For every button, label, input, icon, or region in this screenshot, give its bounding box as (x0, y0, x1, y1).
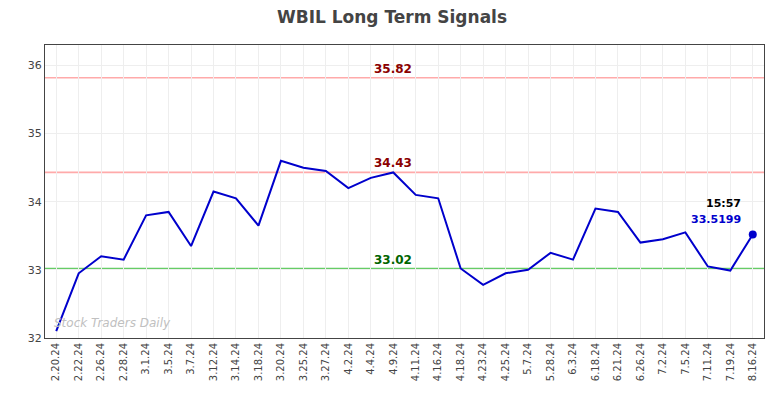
svg-text:6.18.24: 6.18.24 (590, 343, 601, 381)
svg-text:2.26.24: 2.26.24 (95, 343, 106, 381)
svg-text:34.43: 34.43 (374, 156, 412, 170)
svg-text:3.5.24: 3.5.24 (163, 343, 174, 375)
svg-text:2.28.24: 2.28.24 (118, 343, 129, 381)
svg-text:3.25.24: 3.25.24 (298, 343, 309, 381)
svg-text:4.18.24: 4.18.24 (455, 343, 466, 381)
svg-text:15:57: 15:57 (706, 197, 741, 210)
svg-text:3.12.24: 3.12.24 (208, 343, 219, 381)
svg-text:7.5.24: 7.5.24 (680, 343, 691, 375)
svg-text:2.22.24: 2.22.24 (73, 343, 84, 381)
svg-text:33: 33 (28, 264, 42, 277)
svg-text:4.23.24: 4.23.24 (477, 343, 488, 381)
svg-text:3.7.24: 3.7.24 (185, 343, 196, 375)
svg-text:4.16.24: 4.16.24 (432, 343, 443, 381)
svg-text:8.16.24: 8.16.24 (747, 343, 758, 381)
svg-text:3.1.24: 3.1.24 (140, 343, 151, 375)
svg-text:7.2.24: 7.2.24 (657, 343, 668, 375)
svg-text:35.82: 35.82 (374, 62, 412, 76)
svg-text:4.11.24: 4.11.24 (410, 343, 421, 381)
svg-text:7.11.24: 7.11.24 (702, 343, 713, 381)
svg-text:2.20.24: 2.20.24 (50, 343, 61, 381)
svg-text:Stock Traders Daily: Stock Traders Daily (54, 316, 171, 330)
svg-text:3.27.24: 3.27.24 (320, 343, 331, 381)
svg-text:5.7.24: 5.7.24 (522, 343, 533, 375)
svg-text:6.21.24: 6.21.24 (612, 343, 623, 381)
svg-text:3.20.24: 3.20.24 (275, 343, 286, 381)
svg-text:34: 34 (28, 196, 42, 209)
svg-text:4.25.24: 4.25.24 (500, 343, 511, 381)
svg-text:4.9.24: 4.9.24 (388, 343, 399, 375)
svg-text:36: 36 (28, 59, 42, 72)
svg-text:6.3.24: 6.3.24 (567, 343, 578, 375)
svg-text:3.18.24: 3.18.24 (253, 343, 264, 381)
svg-text:33.5199: 33.5199 (691, 213, 741, 226)
svg-text:4.4.24: 4.4.24 (365, 343, 376, 375)
svg-text:32: 32 (28, 332, 42, 345)
svg-text:WBIL Long Term Signals: WBIL Long Term Signals (277, 7, 507, 27)
svg-text:7.19.24: 7.19.24 (725, 343, 736, 381)
svg-text:33.02: 33.02 (374, 253, 412, 267)
svg-text:6.26.24: 6.26.24 (635, 343, 646, 381)
svg-text:5.28.24: 5.28.24 (545, 343, 556, 381)
svg-text:4.2.24: 4.2.24 (343, 343, 354, 375)
svg-text:35: 35 (28, 127, 42, 140)
svg-text:3.14.24: 3.14.24 (230, 343, 241, 381)
